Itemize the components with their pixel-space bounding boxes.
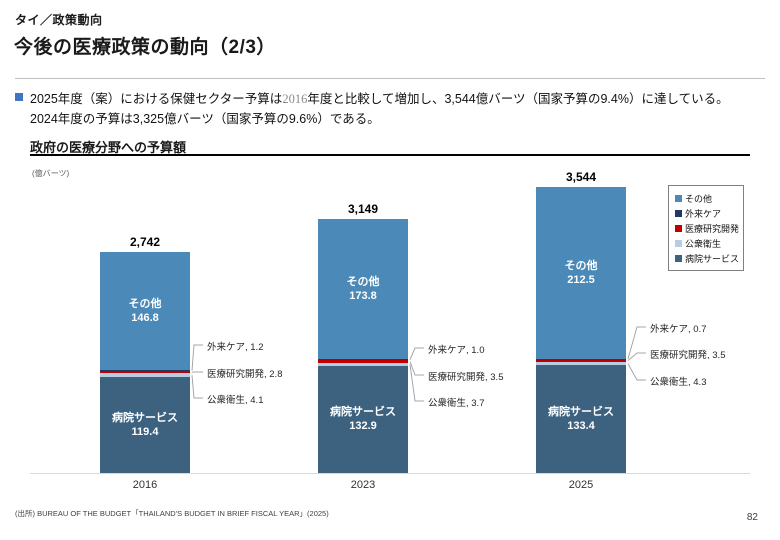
bar-segment-medical-rnd: [536, 359, 626, 362]
bar-segment-label-others: その他 212.5: [564, 259, 598, 286]
bar-segment-label-hospital-services: 病院サービス 132.9: [330, 406, 396, 433]
summary-text: 2025年度（案）における保健セクター予算は2016年度と比較して増加し、3,5…: [30, 89, 729, 129]
legend-item-public-health: 公衆衛生: [675, 236, 739, 251]
legend-swatch-public-health: [675, 240, 682, 247]
bar-segment-medical-rnd: [100, 371, 190, 374]
page-title: 今後の医療政策の動向（2/3）: [14, 37, 276, 58]
bar-segment-hospital-services: 病院サービス 133.4: [536, 365, 626, 473]
source-note: (出所) BUREAU OF THE BUDGET「THAILAND'S BUD…: [15, 509, 329, 518]
x-axis-category-label: 2025: [568, 479, 594, 491]
legend-swatch-outpatient-care: [675, 210, 682, 217]
bar-segment-label-hospital-services: 病院サービス 133.4: [548, 406, 614, 433]
bar-segment-public-health: [100, 373, 190, 377]
legend-swatch-others: [675, 195, 682, 202]
axis-unit-label: (億バーツ): [32, 169, 70, 178]
bar-total-label: 3,149: [347, 202, 379, 217]
legend-item-medical-rnd: 医療研究開発: [675, 221, 739, 236]
legend-item-hospital-services: 病院サービス: [675, 251, 739, 266]
summary-line1-post: 年度と比較して増加し、3,544億バーツ（国家予算の9.4%）に達している。: [307, 92, 729, 106]
bar-segment-medical-rnd: [318, 360, 408, 363]
bar-total-label: 3,544: [565, 170, 597, 185]
bar-segment-public-health: [318, 362, 408, 366]
callout-public-health: 公衆衛生, 4.3: [650, 377, 707, 388]
page-number: 82: [746, 512, 758, 523]
bar-segment-public-health: [536, 362, 626, 366]
bar-segment-outpatient-care: [100, 370, 190, 372]
summary-bullet: 2025年度（案）における保健セクター予算は2016年度と比較して増加し、3,5…: [15, 89, 770, 129]
bar-segment-hospital-services: 病院サービス 119.4: [100, 376, 190, 473]
chart-title-underline: [30, 154, 750, 156]
bar-segment-others: その他 146.8: [100, 251, 190, 371]
header-divider: [15, 78, 765, 79]
callout-outpatient-care: 外来ケア, 1.2: [207, 342, 264, 353]
summary-line1-pre: 2025年度（案）における保健セクター予算は: [30, 92, 283, 106]
callout-outpatient-care: 外来ケア, 0.7: [650, 324, 707, 335]
legend-label-public-health: 公衆衛生: [685, 239, 722, 249]
bar-segment-others: その他 212.5: [536, 187, 626, 359]
x-axis-category-label: 2023: [350, 479, 376, 491]
legend-item-outpatient-care: 外来ケア: [675, 206, 739, 221]
legend-label-hospital-services: 病院サービス: [685, 254, 740, 264]
legend-swatch-medical-rnd: [675, 225, 682, 232]
legend-label-medical-rnd: 医療研究開発: [685, 224, 740, 234]
legend-swatch-hospital-services: [675, 255, 682, 262]
callout-medical-rnd: 医療研究開発, 3.5: [428, 372, 504, 383]
bar-segment-outpatient-care: [318, 359, 408, 361]
bar-segment-label-others: その他 146.8: [128, 298, 162, 325]
bar-segment-others: その他 173.8: [318, 219, 408, 360]
callout-outpatient-care: 外来ケア, 1.0: [428, 345, 485, 356]
callout-public-health: 公衆衛生, 4.1: [207, 395, 264, 406]
bar-segment-outpatient-care: [536, 358, 626, 360]
legend-item-others: その他: [675, 191, 739, 206]
bar-total-label: 2,742: [129, 234, 161, 249]
callout-medical-rnd: 医療研究開発, 3.5: [650, 350, 726, 361]
x-axis-line: [30, 473, 750, 474]
bar-segment-label-others: その他 173.8: [346, 276, 380, 303]
callout-medical-rnd: 医療研究開発, 2.8: [207, 369, 283, 380]
summary-line2: 2024年度の予算は3,325億バーツ（国家予算の9.6%）である。: [30, 112, 380, 126]
bar-segment-label-hospital-services: 病院サービス 119.4: [112, 411, 178, 438]
callout-public-health: 公衆衛生, 3.7: [428, 398, 485, 409]
bar-segment-hospital-services: 病院サービス 132.9: [318, 365, 408, 473]
chart-legend: その他外来ケア医療研究開発 公衆衛生病院サービス: [668, 185, 744, 271]
x-axis-category-label: 2016: [132, 479, 158, 491]
chart-title: 政府の医療分野への予算額: [30, 140, 187, 155]
legend-label-others: その他: [685, 194, 713, 204]
legend-label-outpatient-care: 外来ケア: [685, 209, 722, 219]
bullet-square-icon: [15, 93, 23, 101]
summary-line1-year: 2016: [282, 92, 308, 106]
kicker: タイ／政策動向: [15, 13, 103, 27]
